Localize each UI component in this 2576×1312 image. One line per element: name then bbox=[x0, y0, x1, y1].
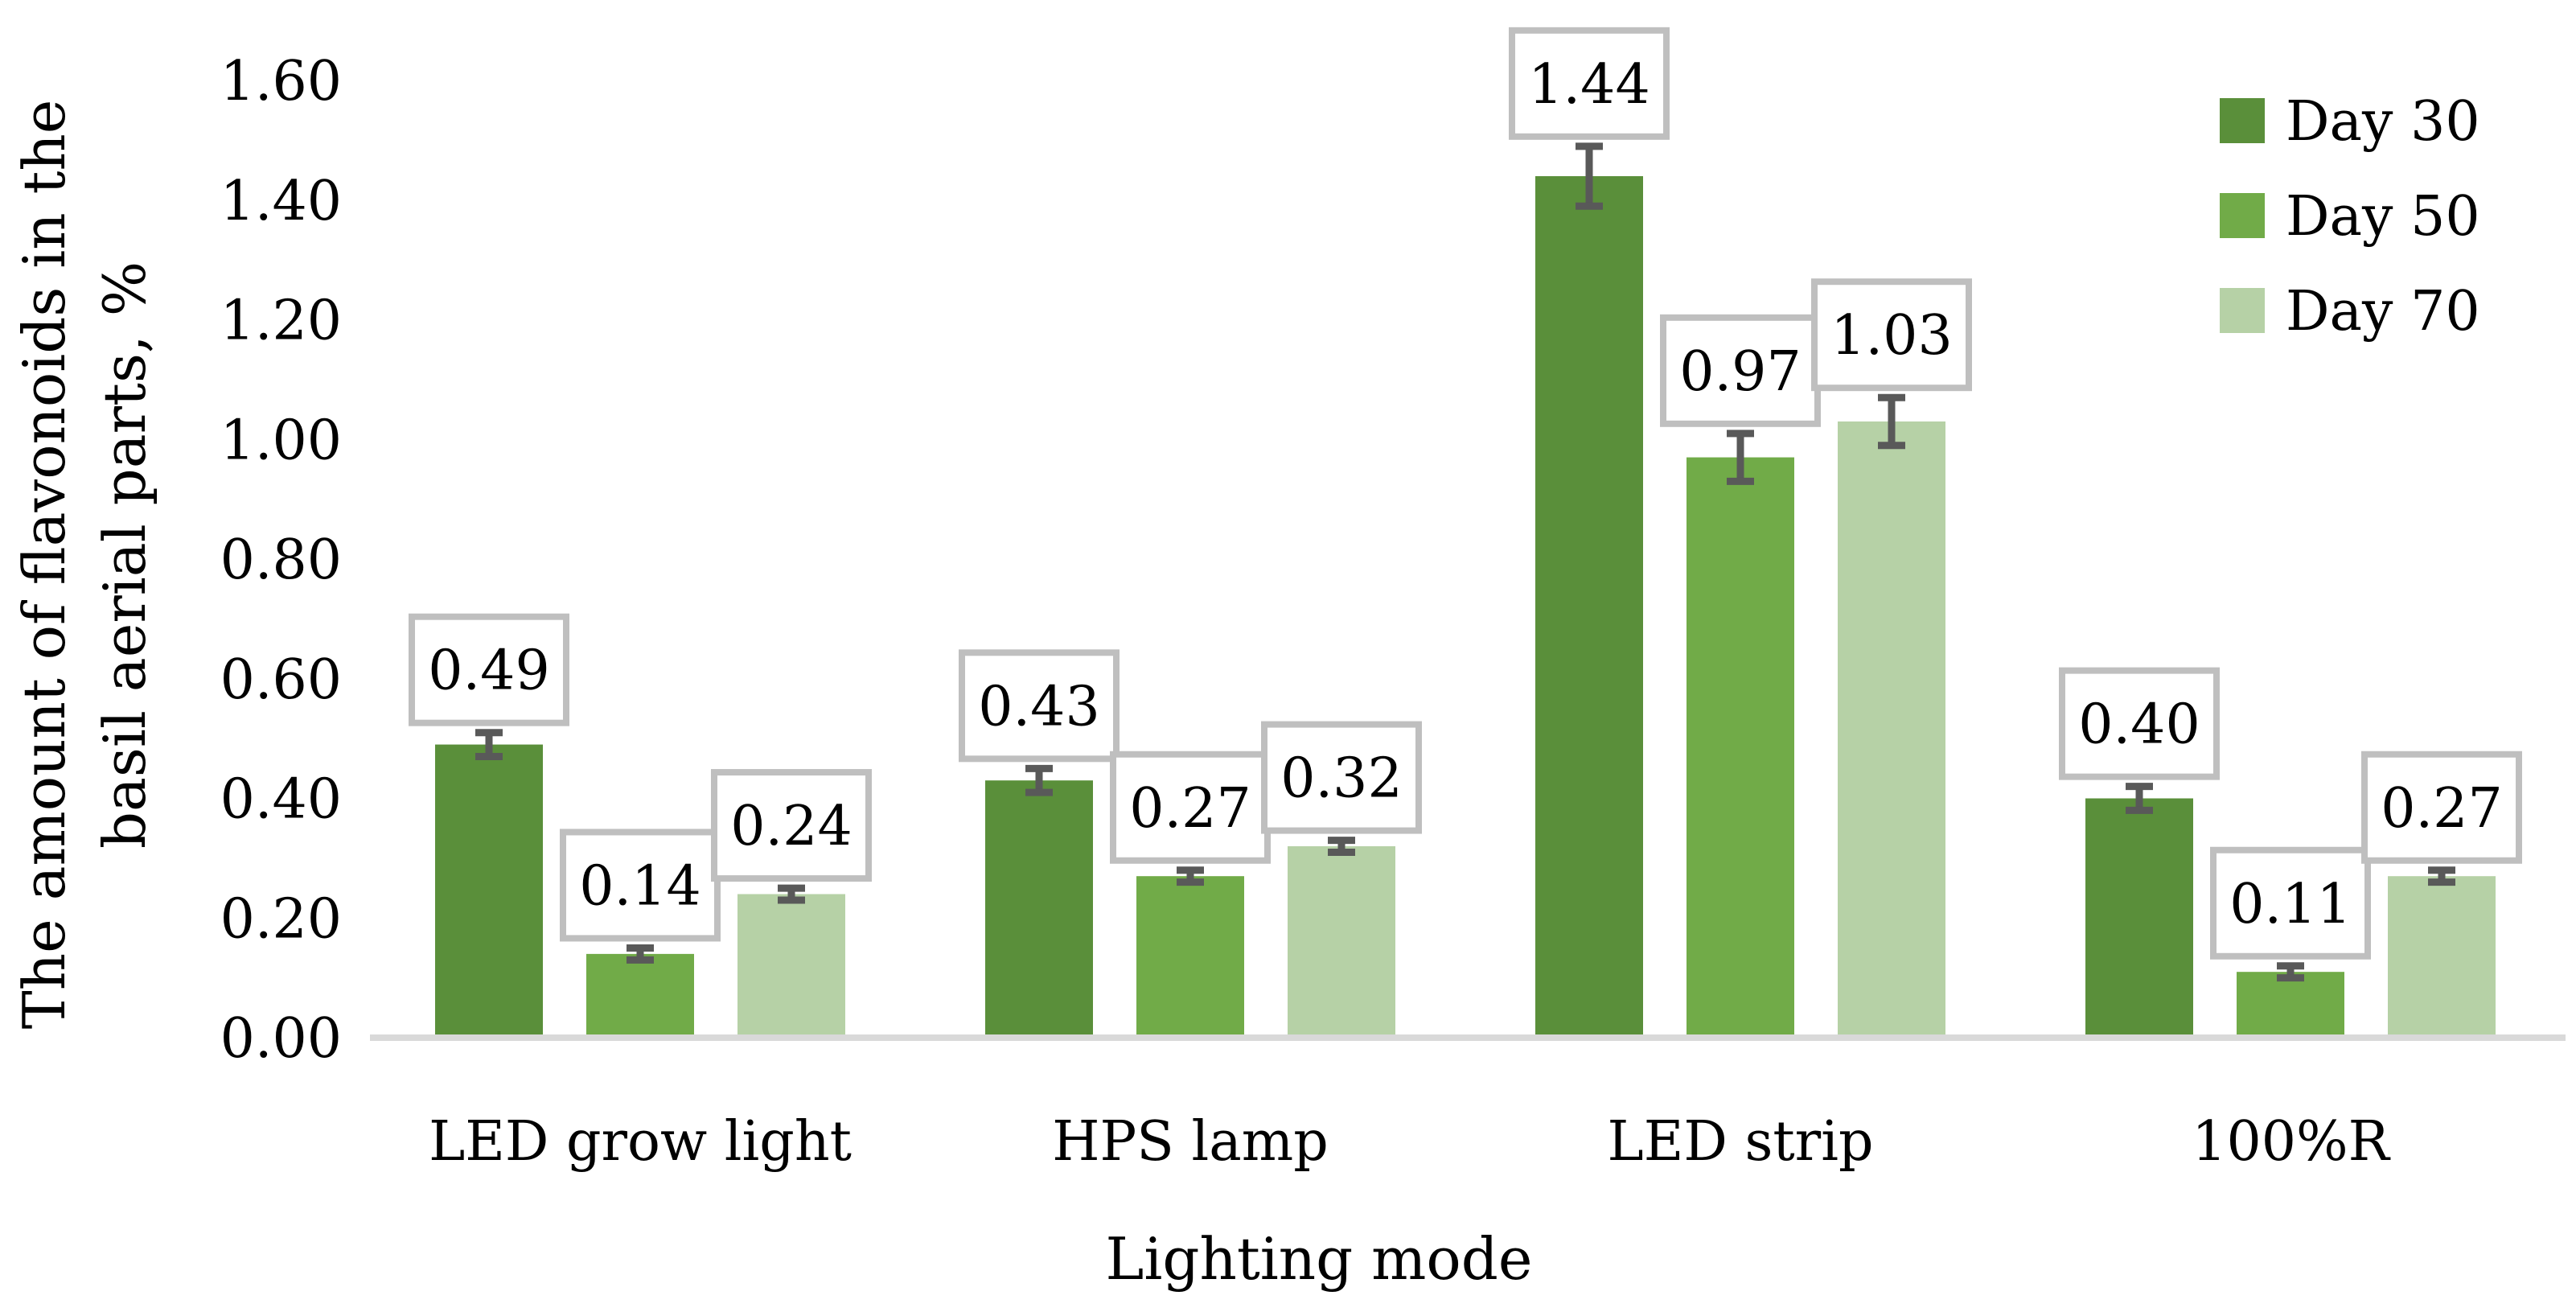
bar-day-50-led-strip bbox=[1687, 457, 1794, 1038]
data-label: 0.40 bbox=[2059, 667, 2220, 780]
error-bar bbox=[2126, 783, 2153, 814]
data-label-value: 0.27 bbox=[2381, 777, 2502, 841]
data-label: 0.14 bbox=[560, 829, 721, 942]
data-label-box bbox=[1261, 721, 1422, 834]
x-category-label: LED strip bbox=[1608, 1110, 1874, 1174]
y-tick-label: 0.60 bbox=[220, 648, 342, 712]
data-label-value: 0.32 bbox=[1280, 747, 1402, 811]
data-label: 0.11 bbox=[2210, 846, 2371, 960]
data-label: 0.27 bbox=[1110, 751, 1271, 864]
legend-label: Day 30 bbox=[2286, 90, 2480, 154]
data-label-value: 1.03 bbox=[1830, 304, 1952, 368]
data-label-box bbox=[711, 769, 872, 882]
data-label-value: 0.27 bbox=[1129, 777, 1251, 841]
data-label-box bbox=[560, 829, 721, 942]
error-bars bbox=[475, 142, 2455, 982]
y-tick-label: 0.80 bbox=[220, 529, 342, 592]
bar-day-70-100-r bbox=[2388, 876, 2496, 1038]
legend-label: Day 50 bbox=[2286, 185, 2480, 249]
y-tick-label: 1.60 bbox=[220, 50, 342, 113]
data-label: 1.03 bbox=[1811, 278, 1972, 392]
data-labels: 0.49 0.43 1.44 0.40 0.14 0.27 0.97 0.11 0.24 0.32… bbox=[409, 27, 2522, 960]
data-label-value: 0.11 bbox=[2229, 873, 2351, 936]
data-label-box bbox=[2210, 846, 2371, 960]
legend: Day 30 Day 50 Day 70 bbox=[2220, 90, 2480, 343]
data-label-box bbox=[409, 613, 569, 726]
y-axis-ticks: 0.00 0.20 0.40 0.60 0.80 1.00 1.20 1.40 1.60 bbox=[220, 50, 342, 1071]
data-label: 0.24 bbox=[711, 769, 872, 882]
error-bar bbox=[627, 944, 654, 964]
data-label-value: 0.14 bbox=[579, 854, 700, 918]
y-axis-title-line-2: basil aerial parts, % bbox=[91, 261, 158, 849]
y-tick-label: 0.20 bbox=[220, 887, 342, 951]
bar-day-50-hps-lamp bbox=[1136, 876, 1244, 1038]
data-label-value: 0.40 bbox=[2078, 693, 2200, 757]
data-label-value: 0.97 bbox=[1679, 340, 1801, 404]
error-bar bbox=[2277, 962, 2304, 982]
y-axis-title-line-1: The amount of flavonoids in the bbox=[10, 100, 78, 1030]
data-label-box bbox=[2361, 751, 2522, 864]
legend-swatch bbox=[2220, 193, 2265, 238]
data-label: 0.97 bbox=[1660, 314, 1821, 427]
x-category-label: 100%R bbox=[2192, 1110, 2390, 1174]
error-bar bbox=[2428, 866, 2455, 886]
bar-day-70-led-strip bbox=[1838, 421, 1945, 1038]
bar-day-50-100-r bbox=[2237, 972, 2344, 1038]
data-label-value: 0.24 bbox=[730, 795, 852, 858]
error-bar bbox=[778, 884, 805, 904]
y-tick-label: 1.20 bbox=[220, 290, 342, 353]
bar-day-30-100-r bbox=[2085, 798, 2193, 1038]
legend-entry: Day 70 bbox=[2220, 280, 2480, 343]
bar-day-50-led-grow-light bbox=[586, 953, 694, 1038]
data-label-box bbox=[2059, 667, 2220, 780]
bar-day-30-led-grow-light bbox=[435, 744, 543, 1038]
error-bar bbox=[1878, 393, 1905, 450]
legend-entry: Day 30 bbox=[2220, 90, 2480, 154]
bar-day-30-hps-lamp bbox=[985, 780, 1093, 1038]
legend-entry: Day 50 bbox=[2220, 185, 2480, 249]
y-axis-title: The amount of flavonoids in the basil ae… bbox=[10, 81, 158, 1030]
data-label-box bbox=[1110, 751, 1271, 864]
error-bar bbox=[1177, 866, 1204, 886]
legend-swatch bbox=[2220, 98, 2265, 143]
data-label-value: 1.44 bbox=[1528, 53, 1650, 117]
x-axis-title: Lighting mode bbox=[1106, 1225, 1533, 1293]
data-label-box bbox=[1811, 278, 1972, 392]
bar-day-70-led-grow-light bbox=[737, 894, 845, 1038]
data-label-box bbox=[1660, 314, 1821, 427]
x-category-label: LED grow light bbox=[429, 1110, 852, 1174]
data-label-value: 0.49 bbox=[428, 640, 549, 703]
bars bbox=[435, 176, 2496, 1038]
bar-day-30-led-strip bbox=[1535, 176, 1643, 1038]
legend-label: Day 70 bbox=[2286, 280, 2480, 343]
data-label: 0.32 bbox=[1261, 721, 1422, 834]
legend-swatch bbox=[2220, 288, 2265, 333]
data-label-box bbox=[959, 649, 1120, 763]
data-label-value: 0.43 bbox=[978, 675, 1099, 738]
data-label: 0.43 bbox=[959, 649, 1120, 763]
y-tick-label: 0.40 bbox=[220, 768, 342, 832]
bar-day-70-hps-lamp bbox=[1288, 846, 1395, 1038]
error-bar bbox=[1025, 764, 1053, 796]
x-axis-ticks: LED grow light HPS lamp LED strip 100%R bbox=[429, 1110, 2391, 1174]
error-bar bbox=[1328, 837, 1355, 856]
data-label: 0.27 bbox=[2361, 751, 2522, 864]
data-label: 0.49 bbox=[409, 613, 569, 726]
data-label: 1.44 bbox=[1509, 27, 1670, 140]
error-bar bbox=[475, 729, 503, 760]
error-bar bbox=[1727, 430, 1754, 485]
y-tick-label: 1.00 bbox=[220, 409, 342, 472]
x-category-label: HPS lamp bbox=[1052, 1110, 1329, 1174]
error-bar bbox=[1576, 142, 1603, 210]
y-tick-label: 0.00 bbox=[220, 1007, 342, 1071]
data-label-box bbox=[1509, 27, 1670, 140]
y-tick-label: 1.40 bbox=[220, 170, 342, 233]
